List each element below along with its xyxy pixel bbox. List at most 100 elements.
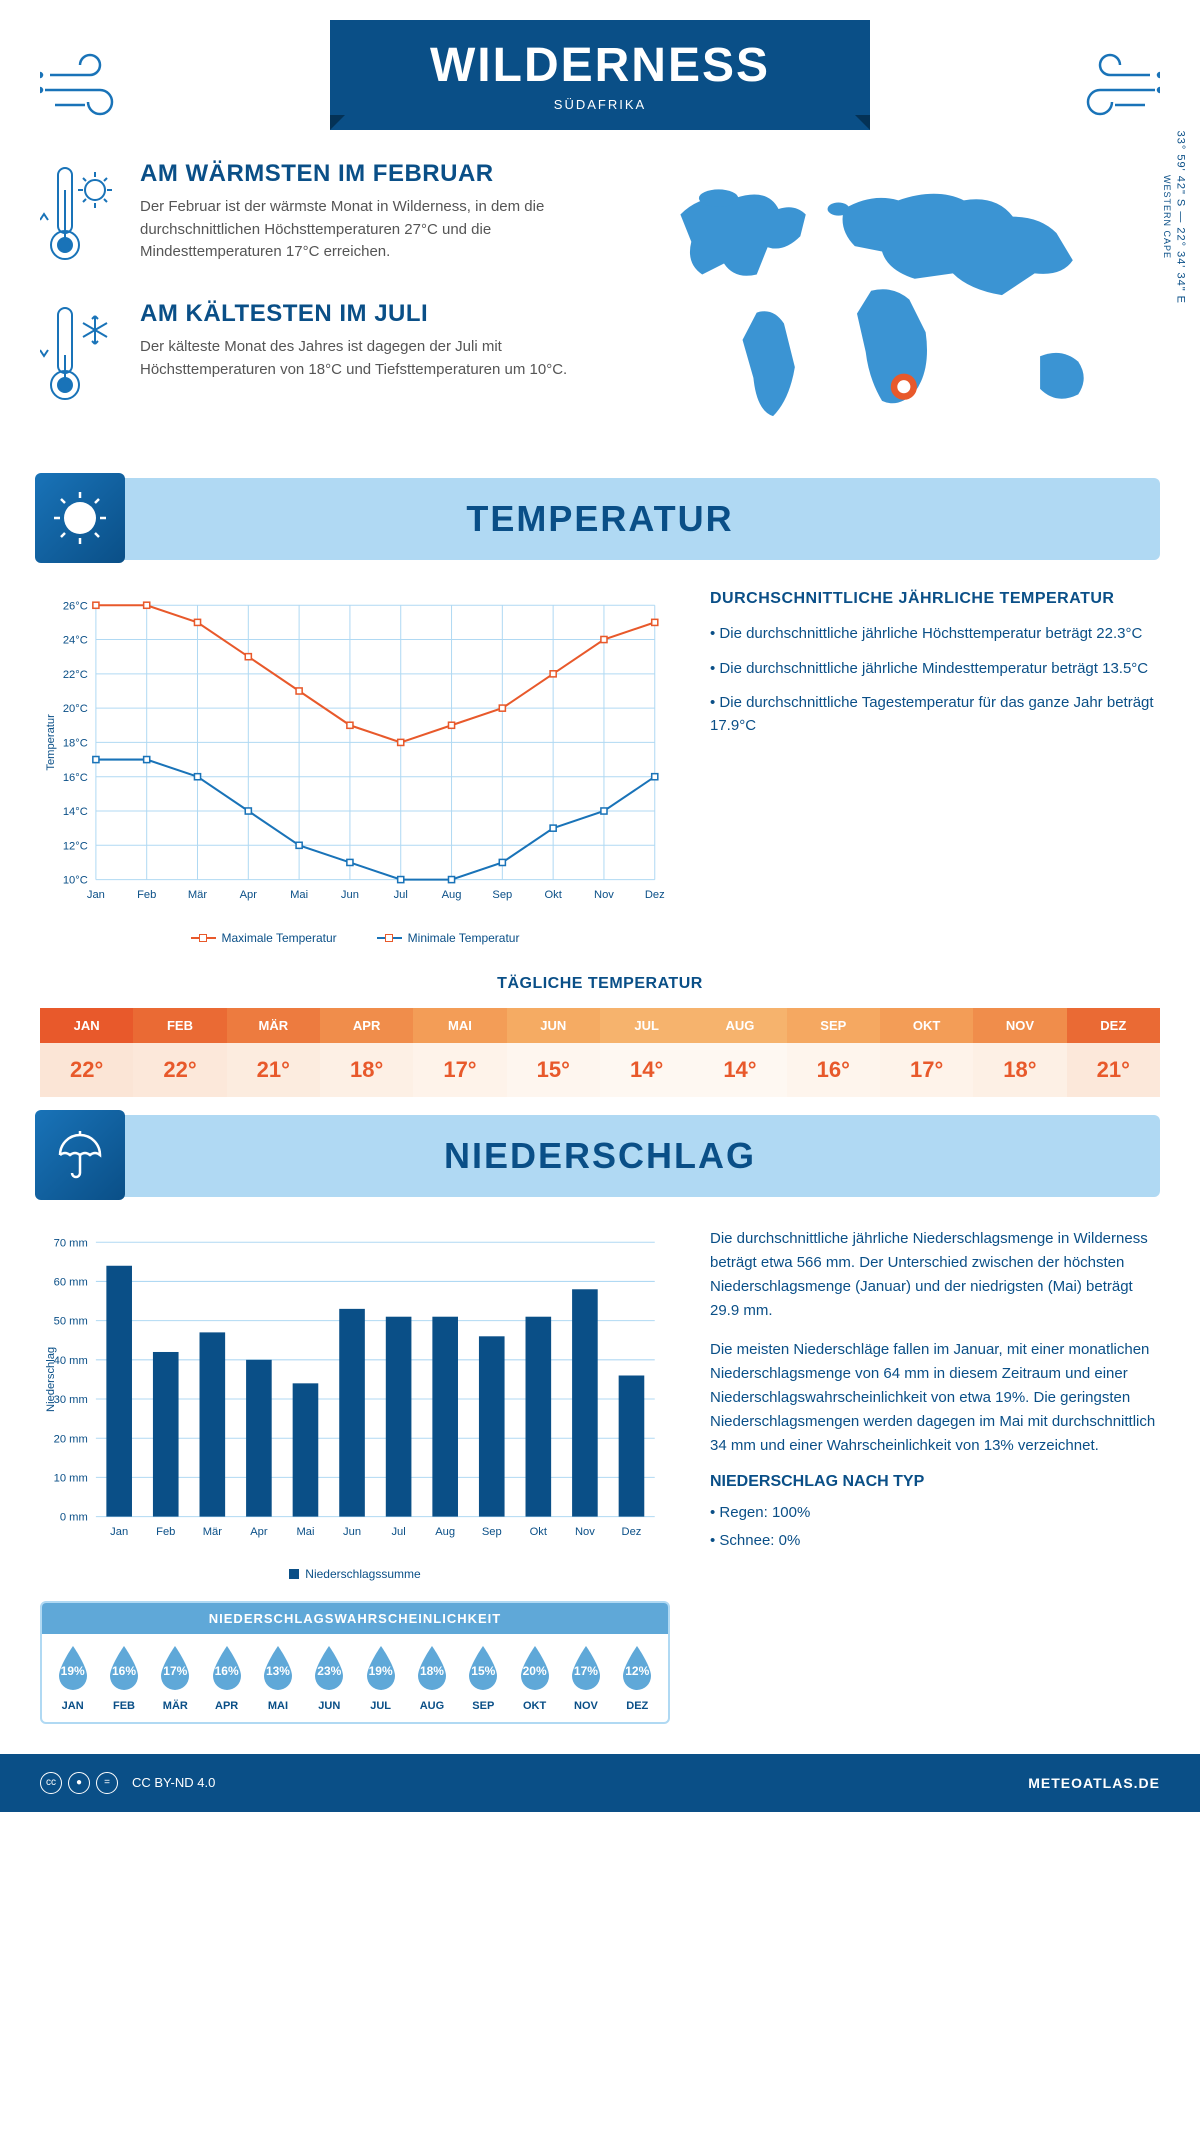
prob-item: 16% FEB bbox=[98, 1644, 149, 1712]
nd-icon: = bbox=[96, 1772, 118, 1794]
prob-item: 16% APR bbox=[201, 1644, 252, 1712]
svg-text:Dez: Dez bbox=[622, 1525, 642, 1537]
svg-text:Aug: Aug bbox=[442, 889, 462, 901]
raindrop-icon: 15% bbox=[463, 1644, 503, 1694]
temp-col: JAN22° bbox=[40, 1008, 133, 1097]
prob-item: 13% MAI bbox=[252, 1644, 303, 1712]
annual-title: DURCHSCHNITTLICHE JÄHRLICHE TEMPERATUR bbox=[710, 590, 1160, 608]
prob-value: 16% bbox=[112, 1664, 136, 1678]
svg-text:24°C: 24°C bbox=[63, 635, 88, 647]
prob-item: 17%NOV bbox=[560, 1644, 611, 1712]
cc-icon: cc bbox=[40, 1772, 62, 1794]
svg-text:50 mm: 50 mm bbox=[54, 1315, 88, 1327]
temp-col: SEP16° bbox=[787, 1008, 880, 1097]
prob-month: SEP bbox=[458, 1700, 509, 1712]
temp-value: 14° bbox=[600, 1043, 693, 1097]
prob-value: 19% bbox=[61, 1664, 85, 1678]
umbrella-icon bbox=[35, 1110, 125, 1200]
prob-value: 20% bbox=[523, 1664, 547, 1678]
world-map: WESTERN CAPE 33° 59' 42" S — 22° 34' 34"… bbox=[615, 160, 1160, 448]
rain-section-header: NIEDERSCHLAG bbox=[40, 1115, 1160, 1197]
svg-text:Nov: Nov bbox=[594, 889, 614, 901]
prob-value: 18% bbox=[420, 1664, 444, 1678]
annual-bullet: • Die durchschnittliche jährliche Mindes… bbox=[710, 658, 1160, 681]
svg-text:18°C: 18°C bbox=[63, 738, 88, 750]
svg-text:Mär: Mär bbox=[203, 1525, 222, 1537]
prob-value: 13% bbox=[266, 1664, 290, 1678]
month-label: NOV bbox=[973, 1008, 1066, 1043]
annual-bullet: • Die durchschnittliche Tagestemperatur … bbox=[710, 692, 1160, 737]
svg-text:0 mm: 0 mm bbox=[60, 1511, 88, 1523]
prob-month: JUN bbox=[304, 1700, 355, 1712]
svg-text:Nov: Nov bbox=[575, 1525, 595, 1537]
svg-text:60 mm: 60 mm bbox=[54, 1276, 88, 1288]
temp-col: NOV18° bbox=[973, 1008, 1066, 1097]
prob-item: 20% OKT bbox=[509, 1644, 560, 1712]
prob-month: FEB bbox=[98, 1700, 149, 1712]
prob-month: OKT bbox=[509, 1700, 560, 1712]
title-banner: WILDERNESS SÜDAFRIKA bbox=[330, 20, 870, 130]
daily-title: TÄGLICHE TEMPERATUR bbox=[40, 975, 1160, 993]
svg-text:26°C: 26°C bbox=[63, 601, 88, 613]
temperature-chart: 10°C12°C14°C16°C18°C20°C22°C24°C26°CJanF… bbox=[40, 590, 670, 944]
svg-text:12°C: 12°C bbox=[63, 841, 88, 853]
temp-col: OKT17° bbox=[880, 1008, 973, 1097]
month-label: MAI bbox=[413, 1008, 506, 1043]
prob-month: JAN bbox=[47, 1700, 98, 1712]
prob-month: DEZ bbox=[612, 1700, 663, 1712]
month-label: APR bbox=[320, 1008, 413, 1043]
prob-month: MAI bbox=[252, 1700, 303, 1712]
svg-text:10 mm: 10 mm bbox=[54, 1472, 88, 1484]
svg-text:Mai: Mai bbox=[296, 1525, 314, 1537]
temp-value: 18° bbox=[973, 1043, 1066, 1097]
prob-value: 23% bbox=[317, 1664, 341, 1678]
temp-value: 22° bbox=[40, 1043, 133, 1097]
raindrop-icon: 19% bbox=[53, 1644, 93, 1694]
legend-max: Maximale Temperatur bbox=[222, 931, 337, 945]
month-label: SEP bbox=[787, 1008, 880, 1043]
wind-icon bbox=[40, 50, 150, 125]
svg-text:Sep: Sep bbox=[492, 889, 512, 901]
rain-description: Die durchschnittliche jährliche Niedersc… bbox=[710, 1227, 1160, 1724]
license-icons: cc ● = CC BY-ND 4.0 bbox=[40, 1772, 215, 1794]
svg-text:Feb: Feb bbox=[137, 889, 156, 901]
coldest-text: Der kälteste Monat des Jahres ist dagege… bbox=[140, 336, 585, 381]
temp-value: 21° bbox=[227, 1043, 320, 1097]
svg-text:Mär: Mär bbox=[188, 889, 207, 901]
prob-value: 17% bbox=[574, 1664, 598, 1678]
temp-col: AUG14° bbox=[693, 1008, 786, 1097]
temp-col: JUN15° bbox=[507, 1008, 600, 1097]
raindrop-icon: 16% bbox=[207, 1644, 247, 1694]
temp-col: DEZ21° bbox=[1067, 1008, 1160, 1097]
by-icon: ● bbox=[68, 1772, 90, 1794]
month-label: DEZ bbox=[1067, 1008, 1160, 1043]
raindrop-icon: 20% bbox=[515, 1644, 555, 1694]
legend-min: Minimale Temperatur bbox=[408, 931, 520, 945]
page-subtitle: SÜDAFRIKA bbox=[430, 97, 770, 112]
temp-value: 22° bbox=[133, 1043, 226, 1097]
svg-text:Jan: Jan bbox=[110, 1525, 128, 1537]
annual-temp-text: DURCHSCHNITTLICHE JÄHRLICHE TEMPERATUR •… bbox=[710, 590, 1160, 944]
prob-item: 23% JUN bbox=[304, 1644, 355, 1712]
site-name: METEOATLAS.DE bbox=[1028, 1775, 1160, 1791]
page-footer: cc ● = CC BY-ND 4.0 METEOATLAS.DE bbox=[0, 1754, 1200, 1812]
prob-item: 19%JUL bbox=[355, 1644, 406, 1712]
raindrop-icon: 12% bbox=[617, 1644, 657, 1694]
type-bullet: • Regen: 100% bbox=[710, 1501, 1160, 1525]
svg-text:30 mm: 30 mm bbox=[54, 1394, 88, 1406]
type-bullet: • Schnee: 0% bbox=[710, 1529, 1160, 1553]
svg-text:Mai: Mai bbox=[290, 889, 308, 901]
svg-text:Temperatur: Temperatur bbox=[45, 714, 57, 771]
rain-chart: 0 mm10 mm20 mm30 mm40 mm50 mm60 mm70 mmJ… bbox=[40, 1227, 670, 1581]
temperature-heading: TEMPERATUR bbox=[70, 498, 1130, 540]
prob-item: 18%AUG bbox=[406, 1644, 457, 1712]
coldest-fact: AM KÄLTESTEN IM JULI Der kälteste Monat … bbox=[40, 300, 585, 415]
svg-text:Jul: Jul bbox=[394, 889, 408, 901]
svg-text:Okt: Okt bbox=[544, 889, 562, 901]
info-section: AM WÄRMSTEN IM FEBRUAR Der Februar ist d… bbox=[40, 160, 1160, 448]
prob-month: APR bbox=[201, 1700, 252, 1712]
rain-legend: Niederschlagssumme bbox=[305, 1567, 420, 1581]
prob-title: NIEDERSCHLAGSWAHRSCHEINLICHKEIT bbox=[42, 1603, 668, 1634]
temp-value: 18° bbox=[320, 1043, 413, 1097]
month-label: OKT bbox=[880, 1008, 973, 1043]
